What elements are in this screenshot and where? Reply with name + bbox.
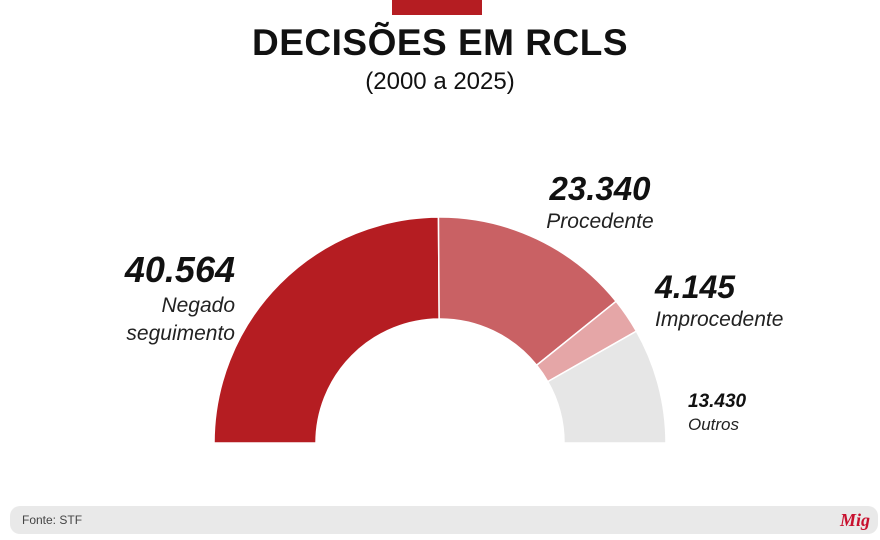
chart-subtitle: (2000 a 2025) (365, 68, 515, 95)
slice-1 (213, 216, 440, 444)
value-label-3: 4.145 (654, 269, 736, 305)
value-label-1: 40.564 (124, 249, 235, 290)
category-label-2: Procedente (546, 210, 653, 233)
category-label-4: Outros (688, 415, 740, 434)
value-label-2: 23.340 (549, 170, 652, 207)
footer-bar: Fonte: STF Mig (10, 506, 878, 534)
top-accent-bar (392, 0, 482, 15)
value-label-4: 13.430 (688, 391, 747, 412)
chart-title: DECISÕES EM RCLS (252, 22, 628, 63)
slice-4 (546, 330, 667, 444)
source-note: Fonte: STF (22, 513, 83, 527)
brand-logo: Mig (839, 510, 870, 530)
category-label-3: Improcedente (655, 308, 783, 331)
category-label-1: Negado seguimento (126, 294, 235, 345)
